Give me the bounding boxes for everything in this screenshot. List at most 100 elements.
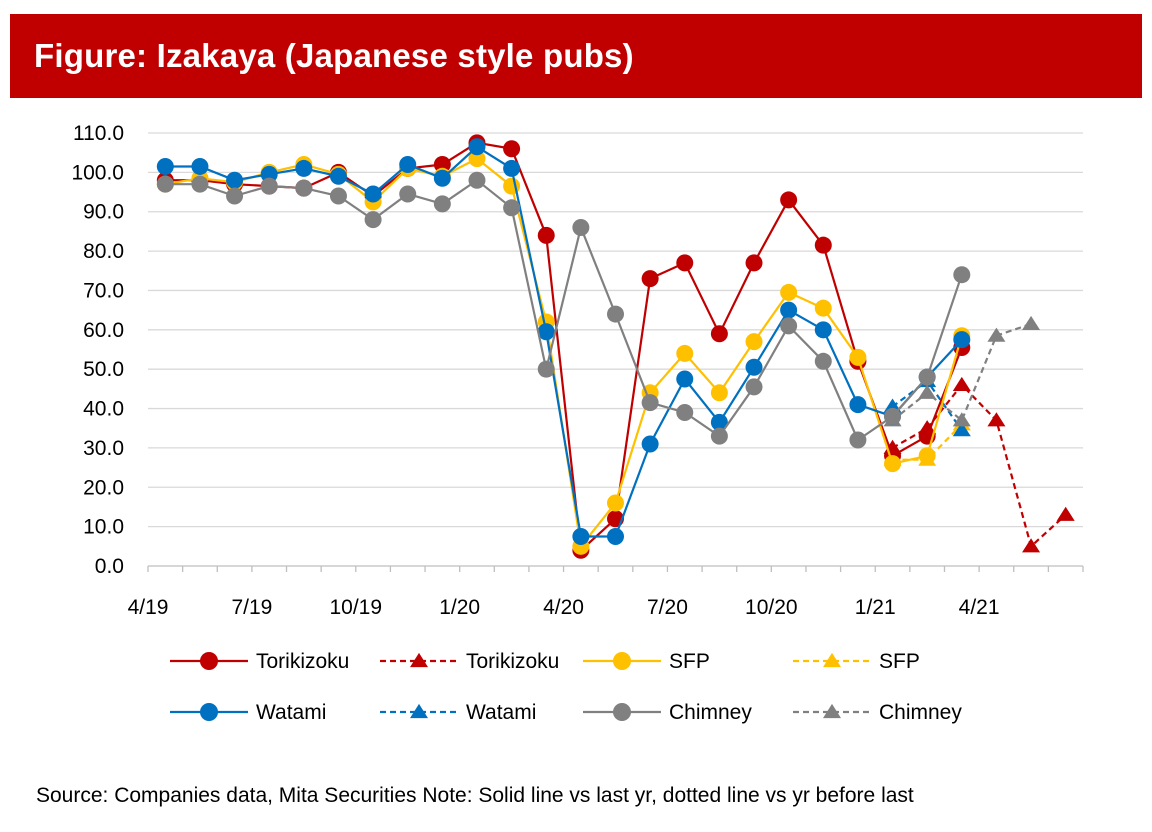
y-tick-label: 110.0 <box>73 122 124 145</box>
data-point <box>780 283 798 301</box>
data-point <box>191 157 209 175</box>
y-tick-label: 20.0 <box>83 476 124 499</box>
data-point <box>676 403 694 421</box>
legend-label: Watami <box>466 701 536 724</box>
data-point <box>468 171 486 189</box>
data-point <box>410 652 428 668</box>
data-point <box>987 327 1006 342</box>
data-point <box>613 703 631 721</box>
x-tick-label: 1/21 <box>855 596 896 619</box>
data-point <box>745 378 763 396</box>
data-point <box>607 527 624 545</box>
data-point <box>987 412 1006 427</box>
data-point <box>329 167 347 185</box>
x-tick-label: 7/20 <box>647 596 688 619</box>
y-tick-label: 30.0 <box>83 437 124 460</box>
x-tick-label: 10/19 <box>329 596 382 619</box>
data-point <box>537 323 555 341</box>
legend-label: Torikizoku <box>466 650 559 673</box>
gridlines <box>148 132 1083 528</box>
data-point <box>918 368 936 386</box>
data-point <box>503 140 521 158</box>
y-tick-label: 70.0 <box>83 279 124 302</box>
data-point <box>641 435 659 453</box>
series-chimney-solid <box>156 171 971 449</box>
legend-label: Watami <box>256 701 326 724</box>
legend-item: Chimney <box>793 701 962 724</box>
y-tick-label: 50.0 <box>83 358 124 381</box>
series-torikizoku-solid <box>156 134 971 559</box>
data-point <box>572 218 590 236</box>
data-point <box>226 171 244 189</box>
data-point <box>613 652 631 670</box>
data-point <box>849 431 867 449</box>
data-point <box>823 703 841 719</box>
data-point <box>156 175 174 193</box>
series-sfp-solid <box>156 150 971 555</box>
data-point <box>433 155 451 173</box>
data-point <box>156 157 174 175</box>
legend-label: Torikizoku <box>256 650 349 673</box>
data-point <box>572 527 590 545</box>
legend-item: SFP <box>583 650 710 673</box>
x-tick-label: 4/20 <box>543 596 584 619</box>
data-point <box>364 211 382 229</box>
data-point <box>329 187 347 205</box>
data-point <box>814 352 832 370</box>
data-point <box>952 422 971 437</box>
legend-label: Chimney <box>669 701 752 724</box>
data-point <box>200 652 218 670</box>
data-point <box>295 159 313 177</box>
data-point <box>641 270 659 288</box>
x-tick-label: 1/20 <box>439 596 480 619</box>
axes: 0.0 10.0 20.0 30.0 40.0 50.0 60.0 70.0 80.0 90.0 1… <box>71 122 1084 619</box>
data-point <box>1022 538 1041 553</box>
legend-item: Watami <box>380 701 536 724</box>
page-title: Figure: Izakaya (Japanese style pubs) <box>34 37 634 74</box>
x-tick-label: 4/21 <box>959 596 1000 619</box>
data-point <box>953 266 971 284</box>
data-point <box>823 652 841 668</box>
y-tick-label: 90.0 <box>83 201 124 224</box>
data-point <box>710 384 728 402</box>
data-point <box>849 348 867 366</box>
data-point <box>953 331 971 349</box>
data-point <box>676 370 694 388</box>
data-point <box>1022 315 1041 330</box>
legend-item: SFP <box>793 650 920 673</box>
data-point <box>676 344 694 362</box>
x-tick-label: 7/19 <box>231 596 272 619</box>
data-point <box>607 305 624 323</box>
data-point <box>503 159 521 177</box>
title-bar: Figure: Izakaya (Japanese style pubs) <box>10 14 1142 98</box>
data-point <box>537 226 555 244</box>
legend-item: Torikizoku <box>170 650 349 673</box>
series-watami-solid <box>156 138 971 545</box>
data-point <box>849 396 867 414</box>
data-point <box>433 195 451 213</box>
legend-label: Chimney <box>879 701 962 724</box>
data-point <box>710 325 728 343</box>
y-tick-label: 80.0 <box>83 240 124 263</box>
data-point <box>537 360 555 378</box>
y-tick-label: 10.0 <box>83 516 124 539</box>
data-point <box>641 394 659 412</box>
y-tick-label: 40.0 <box>83 398 124 421</box>
data-point <box>468 138 486 156</box>
data-point <box>226 187 244 205</box>
y-tick-label: 100.0 <box>71 161 124 184</box>
legend-label: SFP <box>879 650 920 673</box>
data-point <box>884 407 902 425</box>
legend: Torikizoku Torikizoku SFP SFP Watami Watami Ch… <box>170 650 962 724</box>
data-point <box>295 179 313 197</box>
legend-label: SFP <box>669 650 710 673</box>
data-point <box>191 175 209 193</box>
series-line <box>165 145 963 538</box>
data-point <box>952 376 971 392</box>
data-point <box>883 398 902 413</box>
data-point <box>745 333 763 351</box>
data-point <box>814 299 832 317</box>
data-point <box>260 165 278 183</box>
y-tick-label: 60.0 <box>83 319 124 342</box>
